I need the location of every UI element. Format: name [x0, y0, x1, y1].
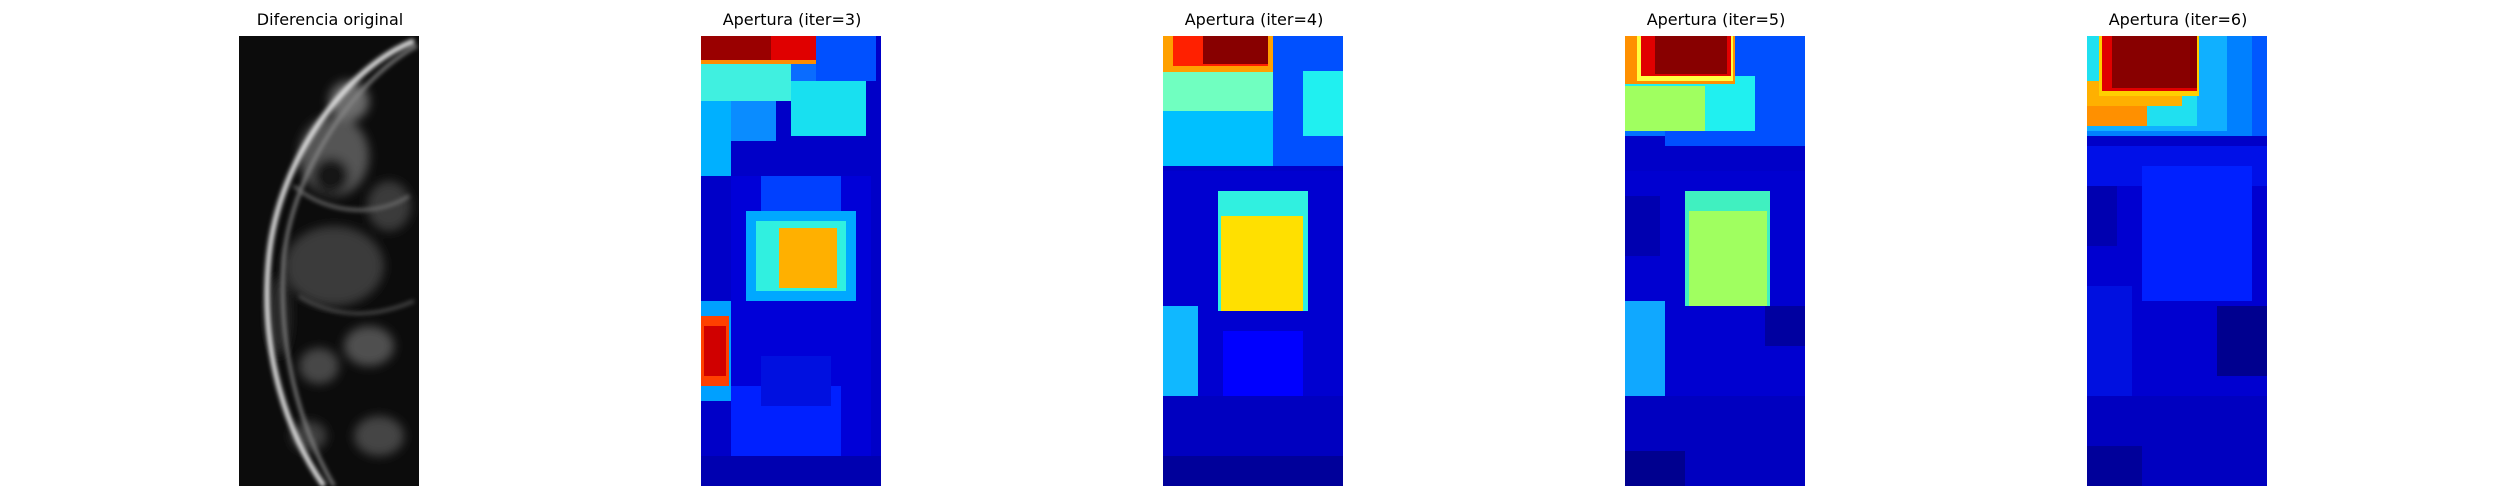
- panel-title-iter-5: Apertura (iter=5): [1646, 10, 1786, 29]
- opening-iter-3-image: [701, 36, 881, 486]
- panel-title-original: Diferencia original: [256, 10, 404, 29]
- opening-iter-5-image: [1625, 36, 1805, 486]
- opening-iter-4-image: [1163, 36, 1343, 486]
- opening-iter-6-image: [2087, 36, 2267, 486]
- panel-title-iter-4: Apertura (iter=4): [1184, 10, 1324, 29]
- panel-title-iter-6: Apertura (iter=6): [2108, 10, 2248, 29]
- original-difference-image: [239, 36, 419, 486]
- panel-title-iter-3: Apertura (iter=3): [722, 10, 862, 29]
